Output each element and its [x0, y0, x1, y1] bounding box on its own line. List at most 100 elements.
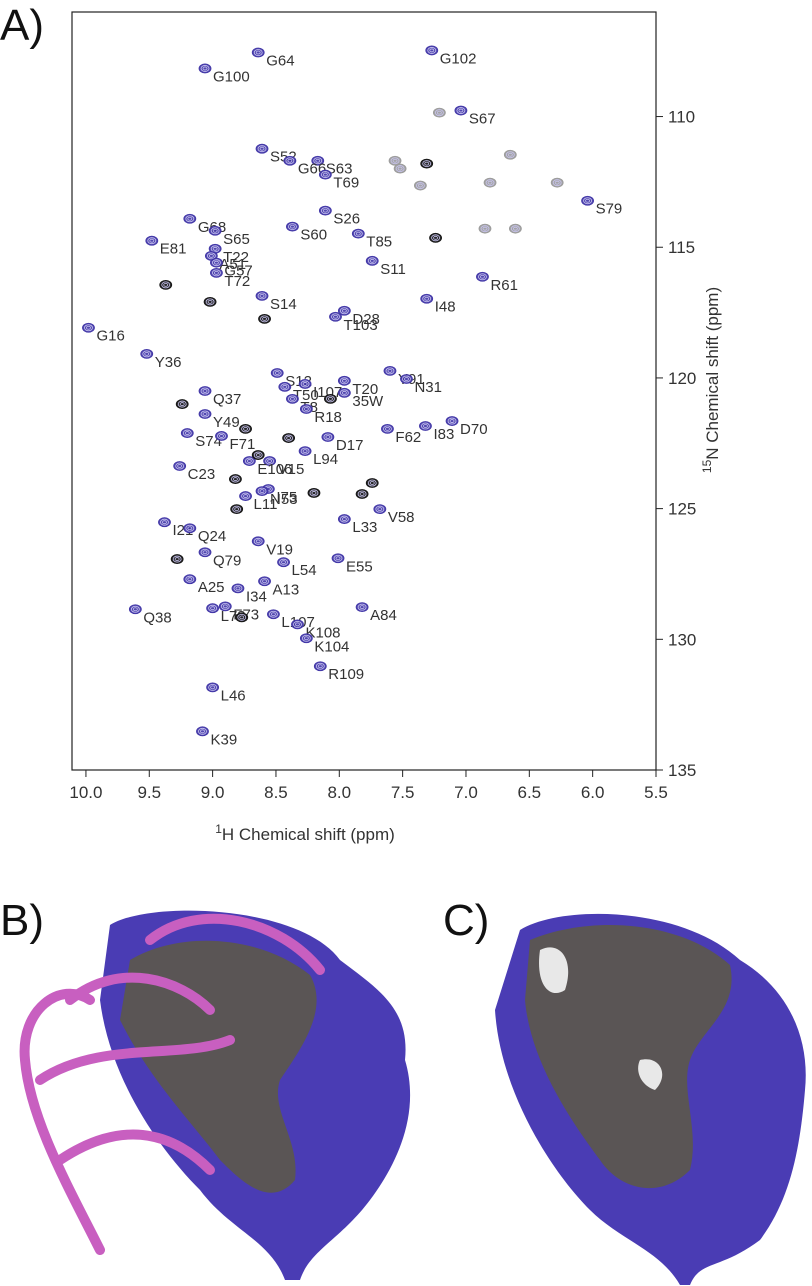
peak-label: I48 — [435, 299, 456, 316]
peak-label: Q79 — [213, 552, 241, 569]
contour — [260, 577, 269, 585]
peak-label: T103 — [343, 317, 377, 334]
peak-label: K104 — [314, 638, 349, 655]
peak — [419, 421, 432, 431]
x-tick-label: 7.5 — [391, 783, 415, 802]
contour — [243, 426, 248, 431]
contour — [309, 489, 319, 497]
contour — [317, 664, 323, 669]
contour — [367, 479, 377, 487]
contour — [300, 447, 310, 455]
peak — [503, 149, 517, 160]
contour — [339, 307, 349, 315]
contour — [375, 505, 385, 513]
peak-label: L33 — [352, 519, 377, 536]
x-tick-label: 6.0 — [581, 783, 605, 802]
y-tick-label: 125 — [668, 500, 696, 519]
peak — [337, 375, 351, 386]
contour — [554, 180, 560, 185]
contour — [395, 165, 405, 172]
contour — [322, 208, 328, 213]
structure-c — [495, 913, 806, 1285]
peak-label: 35W — [352, 393, 384, 410]
peak-label: V15 — [278, 461, 305, 478]
y-tick-label: 115 — [668, 238, 695, 257]
contour — [147, 237, 157, 245]
contour — [212, 269, 221, 277]
contour — [302, 382, 308, 386]
contour — [257, 487, 267, 495]
contour — [485, 179, 495, 187]
contour — [311, 491, 317, 495]
contour — [179, 402, 185, 406]
peak-label: T22 — [223, 249, 249, 266]
peak-label: S79 — [596, 201, 623, 218]
contour — [269, 610, 278, 618]
peak-label: S60 — [300, 227, 327, 244]
contour — [293, 621, 302, 628]
contour — [160, 518, 169, 526]
contour — [259, 489, 265, 494]
peak-label: I34 — [246, 588, 267, 605]
contour — [272, 369, 282, 377]
peak — [140, 348, 154, 359]
peak — [311, 155, 325, 166]
contour — [325, 435, 331, 439]
contour — [253, 49, 263, 56]
contour — [433, 235, 438, 240]
contour — [285, 157, 295, 165]
peak — [170, 554, 184, 564]
contour — [328, 396, 333, 401]
peak — [242, 456, 256, 466]
contour — [301, 634, 311, 642]
contour — [339, 389, 349, 397]
contour — [417, 183, 423, 188]
peak — [218, 601, 232, 612]
contour — [210, 245, 220, 253]
peak — [413, 180, 427, 191]
peak — [145, 235, 159, 246]
peak-label: E55 — [346, 558, 373, 575]
structure-b — [19, 910, 411, 1280]
peak — [420, 158, 434, 169]
contour — [423, 424, 428, 428]
peak-label: G16 — [96, 328, 124, 345]
peak — [183, 523, 197, 534]
peak-label: T85 — [366, 234, 392, 251]
peak — [429, 232, 442, 243]
contour — [480, 274, 485, 279]
peak — [299, 633, 313, 644]
y-tick-label: 135 — [668, 761, 696, 780]
peak — [267, 609, 280, 620]
contour — [415, 182, 425, 189]
contour — [163, 282, 169, 287]
y-tick-label: 120 — [668, 369, 696, 388]
peak — [175, 399, 189, 409]
peak — [198, 386, 212, 396]
peak — [508, 223, 522, 234]
contour — [200, 410, 210, 418]
peak — [230, 504, 244, 515]
contour — [202, 550, 208, 555]
peak — [337, 305, 351, 316]
panel-label: B) — [0, 896, 44, 945]
contour — [422, 160, 432, 168]
contour — [210, 606, 216, 611]
contour — [320, 171, 330, 178]
peak — [331, 553, 345, 564]
contour — [585, 198, 590, 203]
x-tick-label: 6.5 — [517, 783, 541, 802]
contour — [210, 227, 220, 235]
peak — [255, 290, 269, 301]
peak-label: S65 — [223, 231, 250, 248]
contour — [267, 459, 273, 463]
peak — [299, 404, 313, 414]
contour — [341, 517, 347, 521]
contour — [422, 295, 432, 303]
contour — [369, 258, 375, 263]
contour — [434, 109, 444, 117]
contour — [174, 557, 180, 561]
peak — [251, 450, 265, 460]
x-label-sup: 1 — [215, 822, 222, 836]
contour — [505, 151, 515, 159]
